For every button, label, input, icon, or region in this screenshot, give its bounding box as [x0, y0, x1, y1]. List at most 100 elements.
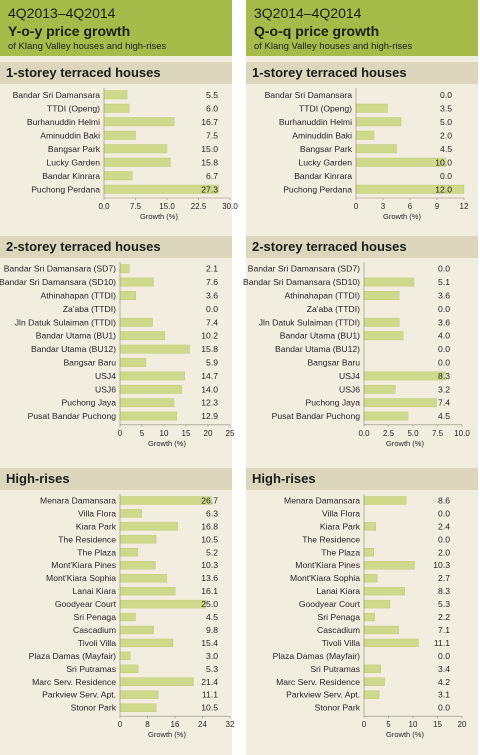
- bar: [119, 703, 157, 712]
- right-subtitle: of Klang Valley houses and high-rises: [254, 41, 413, 52]
- x-tick-label: 0: [362, 720, 367, 729]
- bar-label: Cascadium: [73, 625, 116, 635]
- bar-label: Tivoli Villa: [78, 638, 116, 648]
- bar-label: Athinahapan (TTDI): [285, 291, 361, 301]
- yoy-2storey-title: 2-storey terraced houses: [6, 239, 161, 254]
- bar: [119, 664, 139, 674]
- value-label: 3.1: [438, 690, 450, 700]
- yoy-1storey-title: 1-storey terraced houses: [6, 65, 161, 80]
- left-panel: 4Q2013–4Q2014 Y-o-y price growth of Klan…: [0, 0, 238, 755]
- value-label: 25.0: [201, 599, 218, 609]
- bar: [119, 264, 130, 274]
- bar-label: Cascadium: [317, 625, 360, 635]
- right-header: 3Q2014–4Q2014 Q-o-q price growth of Klan…: [246, 0, 478, 56]
- x-tick-label: 20: [458, 720, 467, 729]
- value-label: 0.0: [438, 264, 450, 274]
- x-tick-label: 9: [435, 202, 440, 211]
- value-label: 0.0: [438, 304, 450, 314]
- bar-label: Puchong Jaya: [306, 398, 361, 408]
- left-period: 4Q2013–4Q2014: [8, 5, 116, 21]
- bar-label: Jln Datuk Sulaiman (TTDI): [15, 317, 116, 327]
- bar-label: Sri Penaga: [317, 612, 360, 622]
- bar: [119, 398, 175, 408]
- value-label: 8.6: [438, 495, 450, 505]
- bar: [119, 561, 156, 570]
- x-tick-label: 5: [140, 429, 145, 438]
- qoq-highrises-chart: Menara Damansara 8.6 Villa Flora 0.0 Kiara P…: [273, 494, 467, 739]
- value-label: 12.9: [201, 411, 218, 421]
- bar-label: Bandar Utama (BU1): [280, 331, 360, 341]
- bar-label: TTDI (Openg): [47, 103, 100, 113]
- bar-label: Bangsar Baru: [63, 358, 116, 368]
- qoq-1storey-title: 1-storey terraced houses: [252, 65, 407, 80]
- value-label: 6.0: [206, 103, 218, 113]
- bar-label: Bandar Utama (BU1): [36, 331, 116, 341]
- value-label: 16.7: [201, 117, 218, 127]
- value-label: 2.0: [438, 547, 450, 557]
- qoq-highrises-title: High-rises: [252, 471, 316, 486]
- qoq-1storey-chart: Bandar Sri Damansara 0.0 TTDI (Openg) 3.5 Bu…: [265, 88, 469, 221]
- value-label: 2.2: [438, 612, 450, 622]
- bar: [119, 625, 154, 635]
- value-label: 2.1: [206, 264, 218, 274]
- bar: [363, 277, 415, 287]
- bar-label: Burhanuddin Helmi: [279, 117, 352, 127]
- bar-label: USJ6: [95, 384, 116, 394]
- bar-label: Tivoli Villa: [322, 638, 360, 648]
- x-tick-label: 22.5: [191, 202, 207, 211]
- bar: [363, 638, 419, 648]
- qoq-2storey-section: 2-storey terraced houses: [246, 236, 478, 258]
- bar: [119, 586, 176, 596]
- bar: [119, 509, 142, 518]
- bar: [103, 171, 133, 181]
- value-label: 7.4: [438, 398, 450, 408]
- bar: [103, 117, 175, 127]
- bar-label: Goodyear Court: [299, 599, 361, 609]
- value-label: 8.3: [438, 586, 450, 596]
- bar-label: Bangsar Park: [300, 144, 353, 154]
- bar: [119, 677, 194, 686]
- value-label: 9.8: [206, 625, 218, 635]
- bar: [119, 573, 167, 583]
- right-period: 3Q2014–4Q2014: [254, 5, 362, 21]
- value-label: 0.0: [438, 534, 450, 544]
- x-tick-label: 5: [386, 720, 391, 729]
- value-label: 4.5: [438, 411, 450, 421]
- bar-label: The Plaza: [321, 547, 360, 557]
- bar-label: Lucky Garden: [298, 157, 352, 167]
- value-label: 10.0: [435, 157, 452, 167]
- value-label: 0.0: [438, 651, 450, 661]
- x-tick-label: 8: [145, 720, 150, 729]
- bar-label: Plaza Damas (Mayfair): [273, 651, 361, 661]
- bar-label: Za'aba (TTDI): [63, 304, 116, 314]
- bar-label: Parkview Serv. Apt.: [286, 690, 360, 700]
- value-label: 10.3: [201, 560, 218, 570]
- qoq-2storey-chart: Bandar Sri Damansara (SD7) 0.0 Bandar Sri …: [243, 262, 470, 448]
- bar: [119, 496, 212, 505]
- value-label: 10.5: [201, 534, 218, 544]
- value-label: 26.7: [201, 495, 218, 505]
- bar-label: Stonor Park: [315, 703, 361, 713]
- value-label: 4.0: [438, 331, 450, 341]
- value-label: 5.1: [438, 277, 450, 287]
- x-axis-title: Growth (%): [148, 439, 186, 448]
- bar-label: USJ4: [95, 371, 116, 381]
- bar-label: Mont'Kiara Sophia: [46, 573, 116, 583]
- bar: [119, 612, 136, 622]
- bar-label: Sri Putramas: [310, 664, 360, 674]
- bar-label: Lucky Garden: [46, 157, 100, 167]
- value-label: 3.6: [438, 291, 450, 301]
- value-label: 6.3: [206, 508, 218, 518]
- bar-label: Lanai Kiara: [317, 586, 361, 596]
- bar: [119, 331, 166, 341]
- x-tick-label: 10: [409, 720, 418, 729]
- bar-label: Bandar Sri Damansara (SD10): [0, 277, 116, 287]
- bar: [119, 690, 159, 699]
- value-label: 0.0: [440, 171, 452, 181]
- value-label: 5.3: [206, 664, 218, 674]
- x-axis-title: Growth (%): [383, 212, 421, 221]
- bar-label: Burhanuddin Helmi: [27, 117, 100, 127]
- qoq-2storey-title: 2-storey terraced houses: [252, 239, 407, 254]
- bar: [363, 690, 380, 699]
- x-tick-label: 2.5: [383, 429, 395, 438]
